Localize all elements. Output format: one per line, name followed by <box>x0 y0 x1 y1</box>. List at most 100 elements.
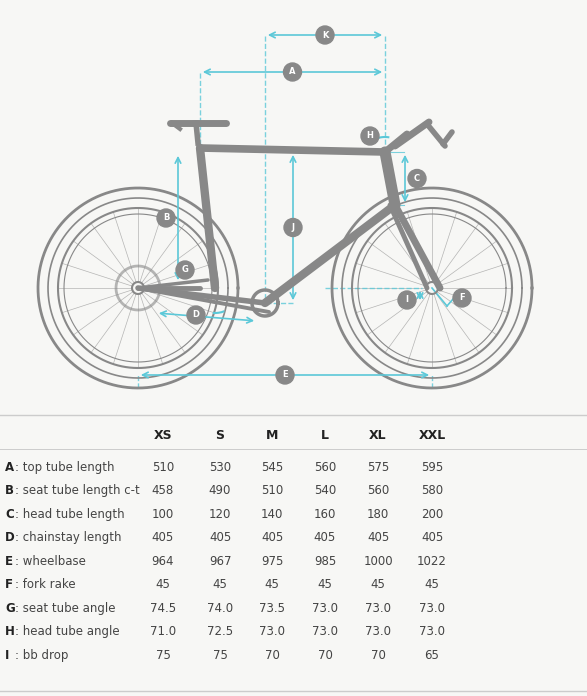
Text: 545: 545 <box>261 461 283 474</box>
Text: XXL: XXL <box>419 429 446 442</box>
Text: 74.5: 74.5 <box>150 601 176 615</box>
Text: L: L <box>321 429 329 442</box>
Text: 70: 70 <box>370 649 386 662</box>
Text: 405: 405 <box>367 531 389 544</box>
Text: I: I <box>406 296 409 304</box>
Text: 540: 540 <box>314 484 336 497</box>
Circle shape <box>284 219 302 237</box>
Text: 405: 405 <box>209 531 231 544</box>
Text: 72.5: 72.5 <box>207 625 233 638</box>
Text: 74.0: 74.0 <box>207 601 233 615</box>
Text: 73.0: 73.0 <box>259 625 285 638</box>
Circle shape <box>361 127 379 145</box>
Text: 975: 975 <box>261 555 283 568</box>
Text: 458: 458 <box>152 484 174 497</box>
Text: : head tube length: : head tube length <box>15 507 124 521</box>
Circle shape <box>276 366 294 384</box>
Text: J: J <box>292 223 295 232</box>
Text: 560: 560 <box>367 484 389 497</box>
Text: 73.0: 73.0 <box>312 625 338 638</box>
Text: I: I <box>5 649 9 662</box>
Text: G: G <box>5 601 15 615</box>
Text: F: F <box>459 294 465 303</box>
Text: 1022: 1022 <box>417 555 447 568</box>
Text: XS: XS <box>154 429 173 442</box>
Text: 70: 70 <box>318 649 332 662</box>
Text: 73.0: 73.0 <box>312 601 338 615</box>
Text: : chainstay length: : chainstay length <box>15 531 122 544</box>
Text: 73.0: 73.0 <box>365 601 391 615</box>
Text: 45: 45 <box>212 578 227 591</box>
Text: 45: 45 <box>424 578 440 591</box>
Text: : wheelbase: : wheelbase <box>15 555 86 568</box>
Text: 120: 120 <box>209 507 231 521</box>
Text: 70: 70 <box>265 649 279 662</box>
Text: B: B <box>163 214 169 223</box>
Text: S: S <box>215 429 224 442</box>
Text: 73.5: 73.5 <box>259 601 285 615</box>
Text: 45: 45 <box>318 578 332 591</box>
Text: 160: 160 <box>314 507 336 521</box>
Text: K: K <box>322 31 328 40</box>
Text: 75: 75 <box>156 649 170 662</box>
Text: A: A <box>289 68 296 77</box>
Text: : seat tube angle: : seat tube angle <box>15 601 116 615</box>
Text: 510: 510 <box>152 461 174 474</box>
Text: 405: 405 <box>261 531 283 544</box>
Text: : seat tube length c-t: : seat tube length c-t <box>15 484 140 497</box>
Text: 180: 180 <box>367 507 389 521</box>
Text: 200: 200 <box>421 507 443 521</box>
Text: H: H <box>366 132 373 141</box>
Text: G: G <box>181 265 188 274</box>
Text: 575: 575 <box>367 461 389 474</box>
Text: C: C <box>5 507 14 521</box>
Text: 75: 75 <box>212 649 227 662</box>
Circle shape <box>408 170 426 187</box>
Text: E: E <box>282 370 288 379</box>
Text: A: A <box>5 461 14 474</box>
Circle shape <box>398 291 416 309</box>
Text: 65: 65 <box>424 649 440 662</box>
Circle shape <box>187 306 205 324</box>
Text: 405: 405 <box>314 531 336 544</box>
Circle shape <box>284 63 302 81</box>
Text: 73.0: 73.0 <box>419 601 445 615</box>
Text: E: E <box>5 555 13 568</box>
Text: 560: 560 <box>314 461 336 474</box>
Text: 530: 530 <box>209 461 231 474</box>
Circle shape <box>157 209 175 227</box>
Text: 45: 45 <box>265 578 279 591</box>
Circle shape <box>453 289 471 307</box>
Text: 71.0: 71.0 <box>150 625 176 638</box>
Text: 1000: 1000 <box>363 555 393 568</box>
Text: 45: 45 <box>370 578 386 591</box>
Text: 100: 100 <box>152 507 174 521</box>
Text: : top tube length: : top tube length <box>15 461 114 474</box>
Text: F: F <box>5 578 13 591</box>
Text: 580: 580 <box>421 484 443 497</box>
Text: XL: XL <box>369 429 387 442</box>
Text: 595: 595 <box>421 461 443 474</box>
Circle shape <box>176 261 194 279</box>
Text: 967: 967 <box>209 555 231 568</box>
Text: C: C <box>414 174 420 183</box>
Text: 73.0: 73.0 <box>365 625 391 638</box>
Text: 405: 405 <box>152 531 174 544</box>
Text: 510: 510 <box>261 484 283 497</box>
Text: 73.0: 73.0 <box>419 625 445 638</box>
Text: D: D <box>5 531 15 544</box>
Text: M: M <box>266 429 278 442</box>
Text: 985: 985 <box>314 555 336 568</box>
Text: 490: 490 <box>209 484 231 497</box>
Text: B: B <box>5 484 14 497</box>
Text: 405: 405 <box>421 531 443 544</box>
Text: : fork rake: : fork rake <box>15 578 76 591</box>
Text: : bb drop: : bb drop <box>15 649 68 662</box>
Text: 140: 140 <box>261 507 283 521</box>
Circle shape <box>316 26 334 44</box>
Text: D: D <box>193 310 200 319</box>
Text: 964: 964 <box>152 555 174 568</box>
Text: H: H <box>5 625 15 638</box>
Text: 45: 45 <box>156 578 170 591</box>
Text: : head tube angle: : head tube angle <box>15 625 120 638</box>
